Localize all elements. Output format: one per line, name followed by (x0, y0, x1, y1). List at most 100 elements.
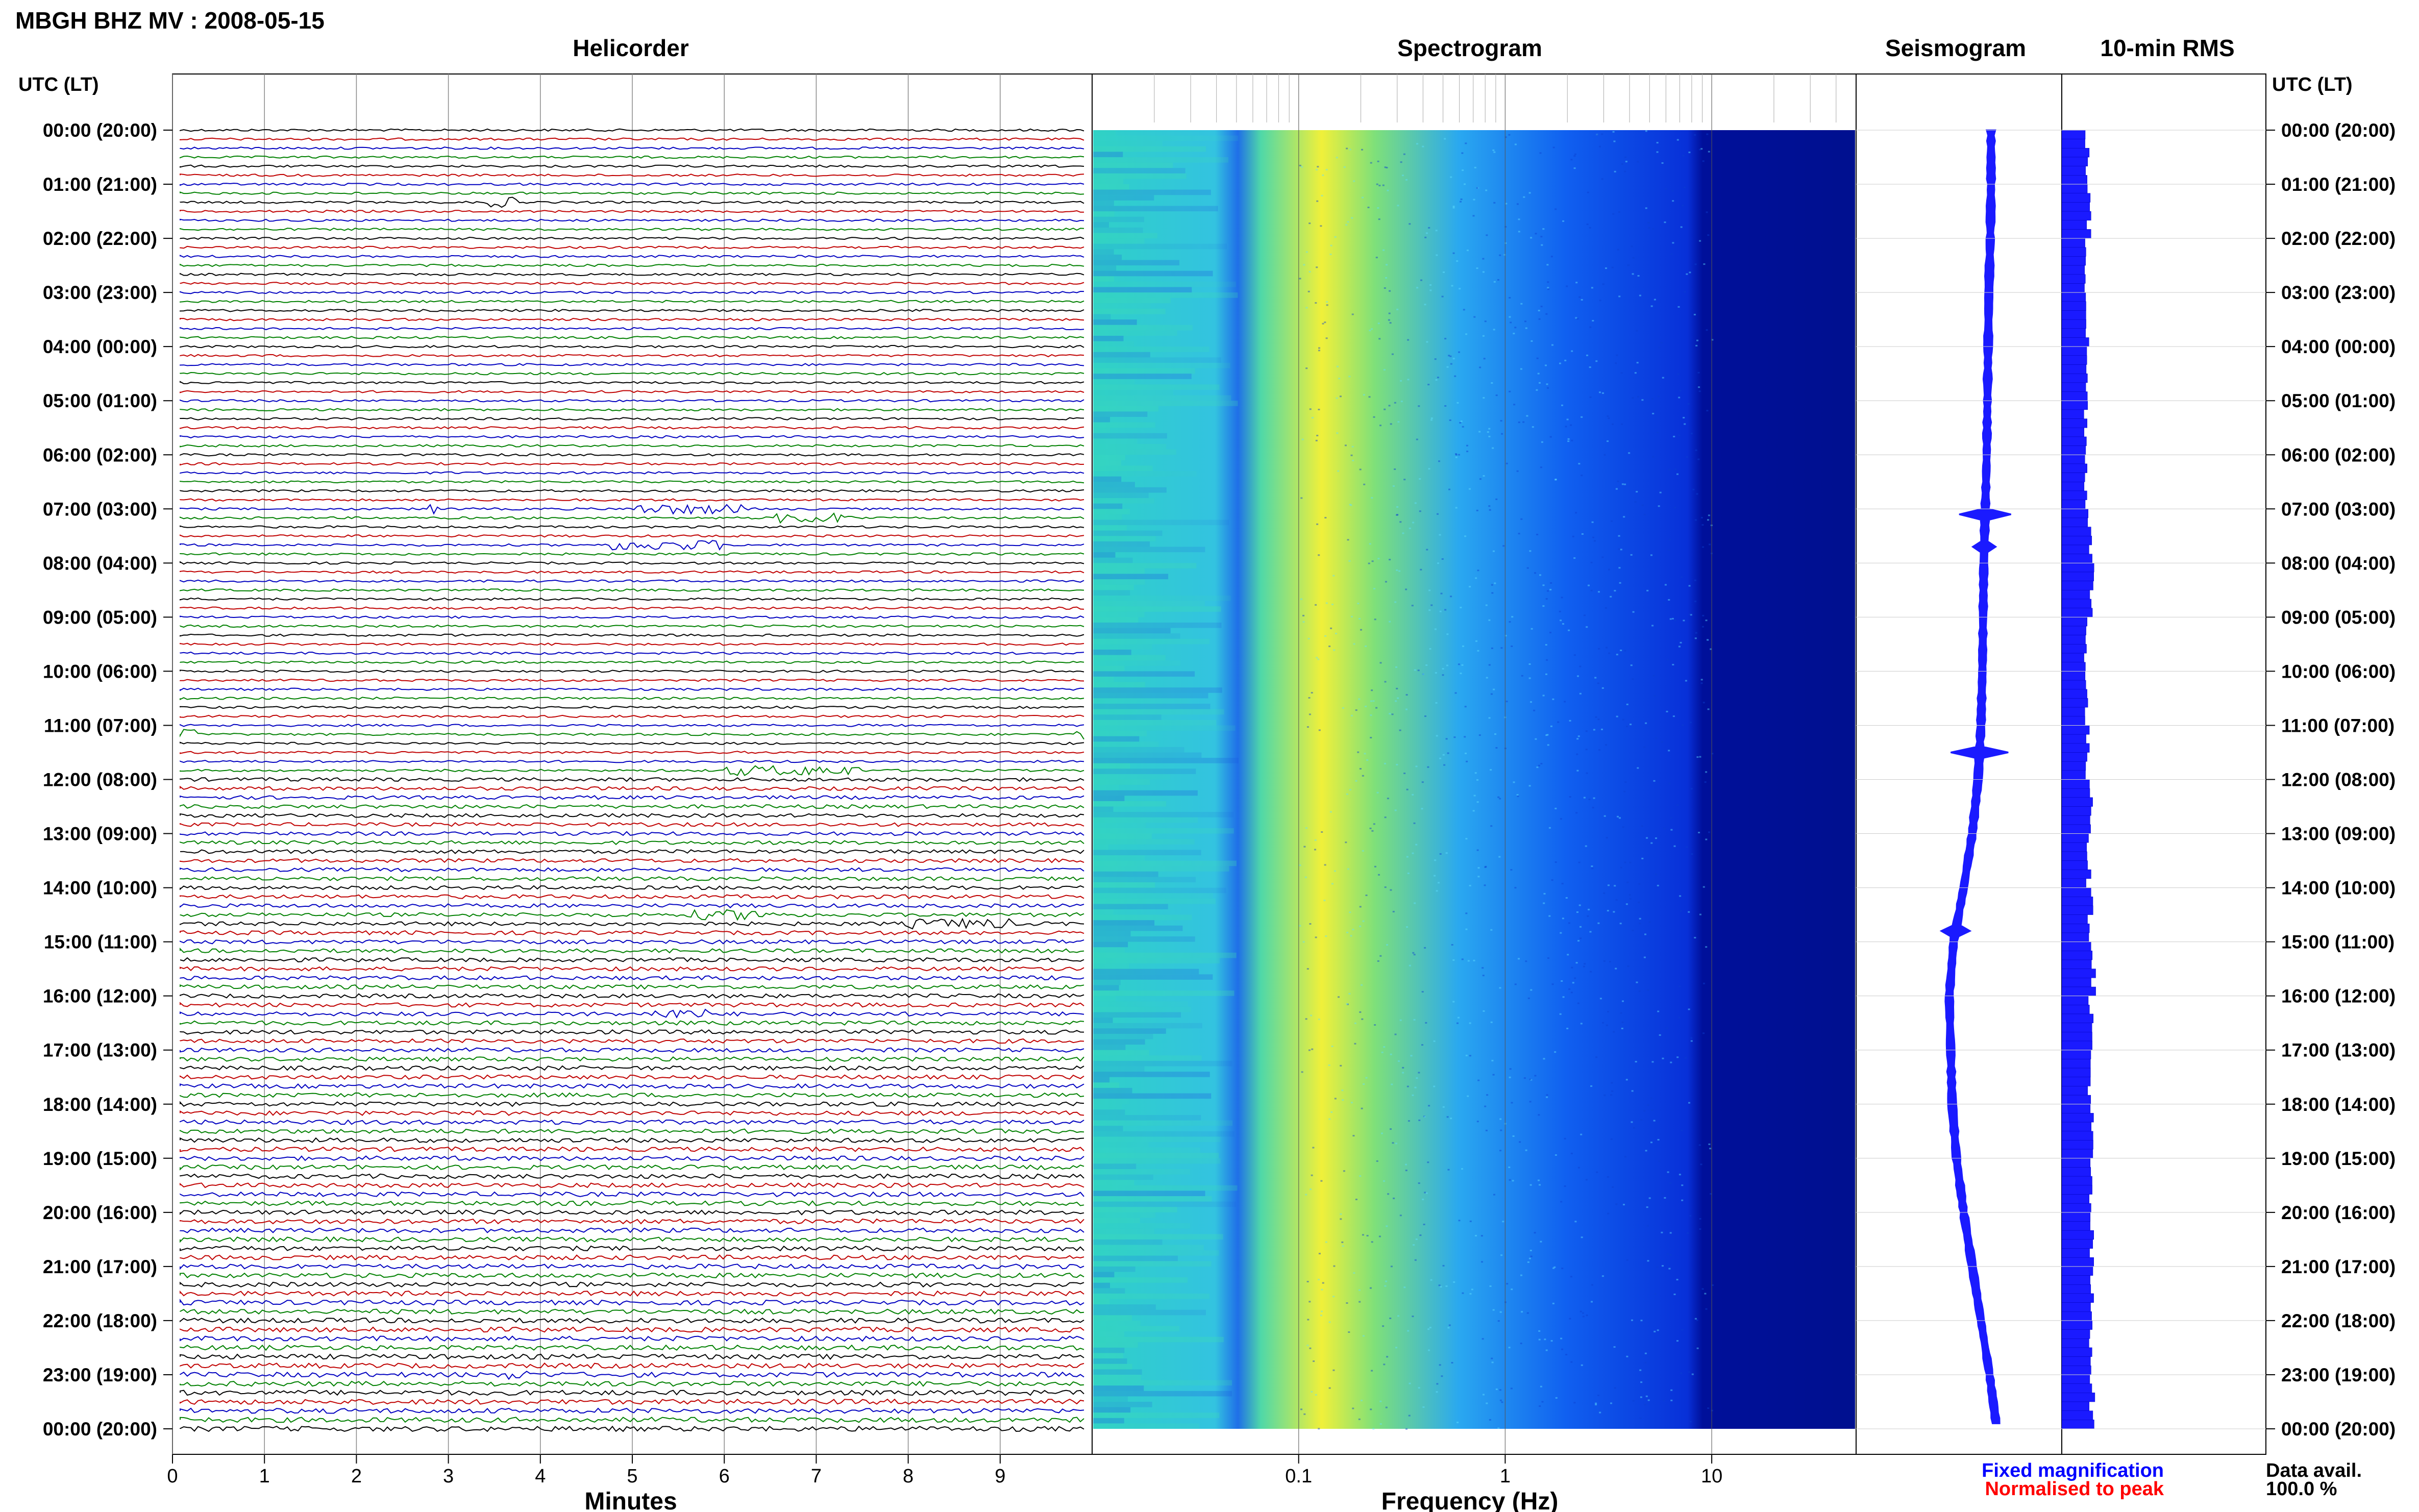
spectrogram-speckle (1334, 870, 1336, 872)
helicorder-trace (180, 471, 1084, 475)
spectrogram-row (1093, 254, 1122, 260)
spectrogram-speckle (1412, 852, 1414, 854)
spectrogram-speckle (1550, 1340, 1553, 1342)
spectrogram-speckle (1353, 1272, 1355, 1274)
spectrogram-speckle (1422, 145, 1424, 147)
spectrogram-speckle (1608, 652, 1611, 654)
helicorder-trace (180, 1146, 1084, 1152)
spectrogram-speckle (1689, 271, 1691, 274)
helicorder-trace (180, 1344, 1084, 1351)
spectrogram-speckle (1428, 1349, 1430, 1351)
spectrogram-speckle (1670, 816, 1672, 819)
spectrogram-speckle (1591, 1284, 1593, 1286)
spectrogram-speckle (1698, 832, 1700, 833)
spectrogram-speckle (1314, 849, 1316, 851)
spectrogram-speckle (1452, 1001, 1455, 1003)
time-label-right: 15:00 (11:00) (2281, 932, 2395, 953)
spectrogram-speckle (1309, 408, 1312, 410)
spectrogram-speckle (1514, 887, 1517, 889)
rms-bar (2061, 283, 2085, 293)
time-label-right: 14:00 (10:00) (2281, 878, 2396, 899)
spectrogram-speckle (1396, 514, 1398, 516)
spectrogram-speckle (1422, 1198, 1424, 1200)
helicorder-trace (180, 1065, 1084, 1071)
spectrogram-row (1093, 731, 1147, 736)
spectrogram-speckle (1639, 1369, 1642, 1371)
spectrogram-speckle (1429, 284, 1431, 286)
spectrogram-row (1093, 135, 1239, 141)
helicorder-trace (180, 633, 1084, 637)
spectrogram-speckle (1457, 1022, 1459, 1024)
spectrogram-speckle (1699, 1228, 1701, 1230)
spectrogram-row (1093, 790, 1198, 796)
spectrogram-speckle (1346, 931, 1349, 933)
spectrogram-speckle (1329, 811, 1332, 813)
spectrogram-speckle (1545, 313, 1548, 315)
normalised-to-peak-label: Normalised to peak (1985, 1478, 2164, 1500)
spectrogram-speckle (1358, 1289, 1361, 1291)
spectrogram-row (1093, 476, 1122, 482)
helicorder-trace (180, 381, 1084, 385)
spectrogram-speckle (1577, 940, 1580, 942)
spectrogram-speckle (1318, 350, 1320, 352)
helicorder-trace (180, 813, 1084, 818)
rms-bar (2061, 797, 2093, 807)
helicorder-trace (180, 1209, 1084, 1216)
spectrogram-speckle (1680, 226, 1683, 228)
spectrogram-speckle (1384, 166, 1387, 168)
spectrogram-speckle (1650, 305, 1653, 307)
spectrogram-speckle (1599, 300, 1601, 302)
spectrogram-speckle (1680, 641, 1682, 643)
spectrogram-row (1093, 996, 1116, 1002)
spectrogram-speckle (1695, 344, 1698, 346)
spectrogram-speckle (1477, 876, 1480, 878)
spectrogram-speckle (1397, 205, 1399, 207)
spectrogram-speckle (1392, 1142, 1394, 1144)
spectrogram-speckle (1595, 1402, 1597, 1404)
helicorder-trace (180, 228, 1084, 231)
spectrogram-row (1093, 623, 1222, 628)
spectrogram-speckle (1644, 1404, 1646, 1406)
time-label-right: 03:00 (23:00) (2281, 282, 2396, 303)
spectrogram-speckle (1369, 827, 1372, 829)
spectrogram-speckle (1602, 392, 1604, 394)
spectrogram-speckle (1689, 1421, 1692, 1423)
spectrogram-speckle (1674, 468, 1677, 470)
spectrogram-speckle (1438, 1284, 1441, 1286)
helicorder-trace (180, 1308, 1084, 1315)
spectrogram-speckle (1610, 1094, 1613, 1096)
spectrogram-speckle (1705, 838, 1708, 840)
spectrogram-speckle (1655, 1016, 1657, 1018)
spectrogram-speckle (1626, 726, 1628, 727)
spectrogram-speckle (1488, 717, 1491, 719)
spectrogram-row (1093, 1147, 1200, 1153)
spectrogram-speckle (1337, 470, 1340, 472)
spectrogram-speckle (1694, 134, 1696, 136)
helicorder-trace (180, 785, 1084, 791)
spectrogram-speckle (1681, 1184, 1684, 1186)
spectrogram-speckle (1301, 438, 1304, 440)
spectrogram-speckle (1590, 589, 1593, 591)
spectrogram-speckle (1449, 419, 1451, 421)
spectrogram-speckle (1433, 1085, 1436, 1087)
spectrogram-speckle (1388, 319, 1390, 321)
spectrogram-speckle (1657, 432, 1659, 433)
spectrogram-speckle (1700, 679, 1703, 681)
spectrogram-speckle (1667, 549, 1670, 551)
spectrogram-speckle (1400, 161, 1402, 163)
spectrogram-row (1093, 1261, 1212, 1267)
spectrogram-speckle (1570, 159, 1573, 161)
helicorder-trace (180, 822, 1084, 827)
spectrogram-row (1093, 828, 1234, 834)
spectrogram-speckle (1331, 883, 1334, 885)
spectrogram-row (1093, 1282, 1110, 1288)
spectrogram-speckle (1551, 983, 1554, 985)
spectrogram-speckle (1482, 967, 1484, 969)
spectrogram-row (1093, 1234, 1223, 1240)
spectrogram-speckle (1561, 980, 1563, 982)
spectrogram-row (1093, 752, 1202, 758)
spectrogram-row (1093, 1018, 1113, 1023)
rms-bar (2061, 707, 2085, 717)
helicorder-trace (180, 777, 1084, 782)
spectrogram-row (1093, 638, 1210, 645)
